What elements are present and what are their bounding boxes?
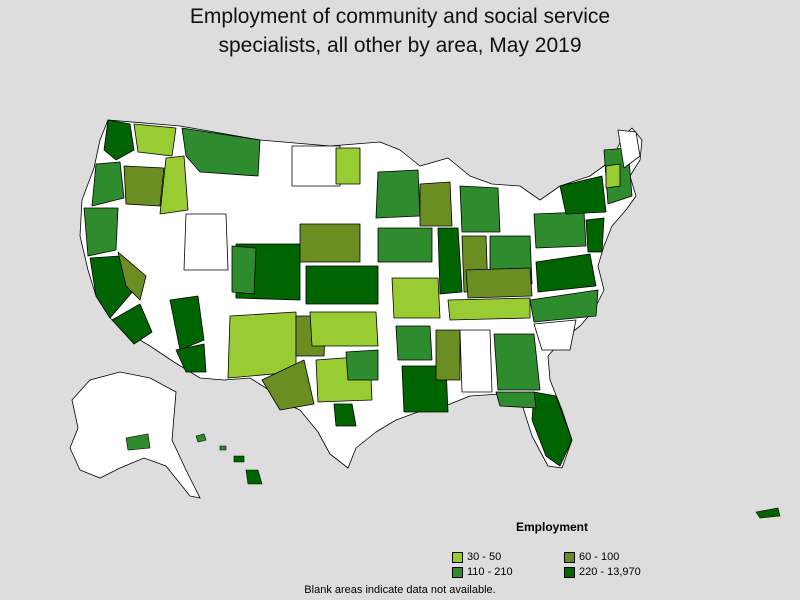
region-sc	[533, 319, 577, 351]
no-data-note: Blank areas indicate data not available.	[304, 584, 496, 596]
legend-item-220-13970: 220 - 13,970	[564, 566, 674, 578]
region-az-central	[169, 295, 205, 351]
region-ks	[305, 265, 379, 305]
region-ut	[183, 213, 229, 271]
region-nd-east	[335, 147, 361, 185]
region-al	[459, 329, 493, 393]
alaska	[69, 371, 201, 499]
region-ny	[559, 175, 607, 215]
region-ca-valley	[117, 251, 147, 301]
region-vt-nh	[605, 163, 621, 189]
region-fl	[531, 391, 573, 467]
region-ga	[493, 333, 541, 391]
region-nc	[529, 289, 599, 323]
region-wa-east	[133, 123, 177, 157]
legend-swatch	[452, 551, 463, 563]
region-mn	[375, 169, 421, 219]
legend-label: 220 - 13,970	[579, 566, 641, 578]
region-mt	[181, 127, 261, 177]
legend-label: 110 - 210	[467, 566, 513, 578]
title-line-2: specialists, all other by area, May 2019	[218, 34, 582, 57]
map-title: Employment of community and social servi…	[0, 2, 800, 60]
legend-label: 60 - 100	[579, 551, 620, 563]
legend-item-60-100: 60 - 100	[564, 551, 674, 563]
region-ar	[395, 325, 433, 361]
region-or-east	[123, 165, 165, 207]
region-me	[617, 129, 641, 169]
region-tx-east	[333, 403, 357, 427]
legend: Employment 30 - 50 60 - 100 110 - 210 22…	[452, 520, 682, 578]
region-or-coast	[91, 161, 125, 207]
region-tx-west	[261, 359, 315, 411]
legend-item-110-210: 110 - 210	[452, 566, 564, 578]
region-nd	[291, 145, 341, 187]
title-line-1: Employment of community and social servi…	[189, 5, 611, 28]
region-nm	[227, 311, 297, 379]
region-ca-south	[111, 303, 153, 345]
region-va	[535, 253, 597, 293]
legend-swatch	[564, 551, 575, 563]
region-tx-ne	[345, 349, 379, 381]
region-ok	[309, 311, 379, 347]
region-ne	[299, 223, 361, 263]
region-ky	[465, 267, 533, 299]
region-id	[159, 155, 189, 215]
region-wi	[419, 181, 453, 227]
legend-label: 30 - 50	[467, 551, 502, 563]
region-nj-md	[585, 217, 605, 253]
region-co-west	[231, 245, 257, 295]
region-mo	[391, 277, 441, 319]
region-mi	[459, 185, 501, 233]
region-ia	[377, 227, 433, 263]
hawaii	[195, 433, 263, 485]
alaska-anchorage-area	[125, 433, 151, 451]
region-pa	[533, 211, 587, 249]
region-ca-north	[83, 207, 119, 257]
legend-title: Employment	[516, 520, 589, 534]
region-fl-panhandle	[495, 391, 537, 409]
region-az-south	[175, 343, 207, 373]
legend-swatch	[452, 566, 463, 578]
legend-swatch	[564, 566, 575, 578]
legend-item-30-50: 30 - 50	[452, 551, 564, 563]
region-il	[437, 227, 463, 295]
puerto-rico	[755, 507, 781, 519]
region-ms	[435, 329, 461, 381]
region-wa-west	[103, 119, 135, 161]
region-tn	[447, 297, 531, 321]
